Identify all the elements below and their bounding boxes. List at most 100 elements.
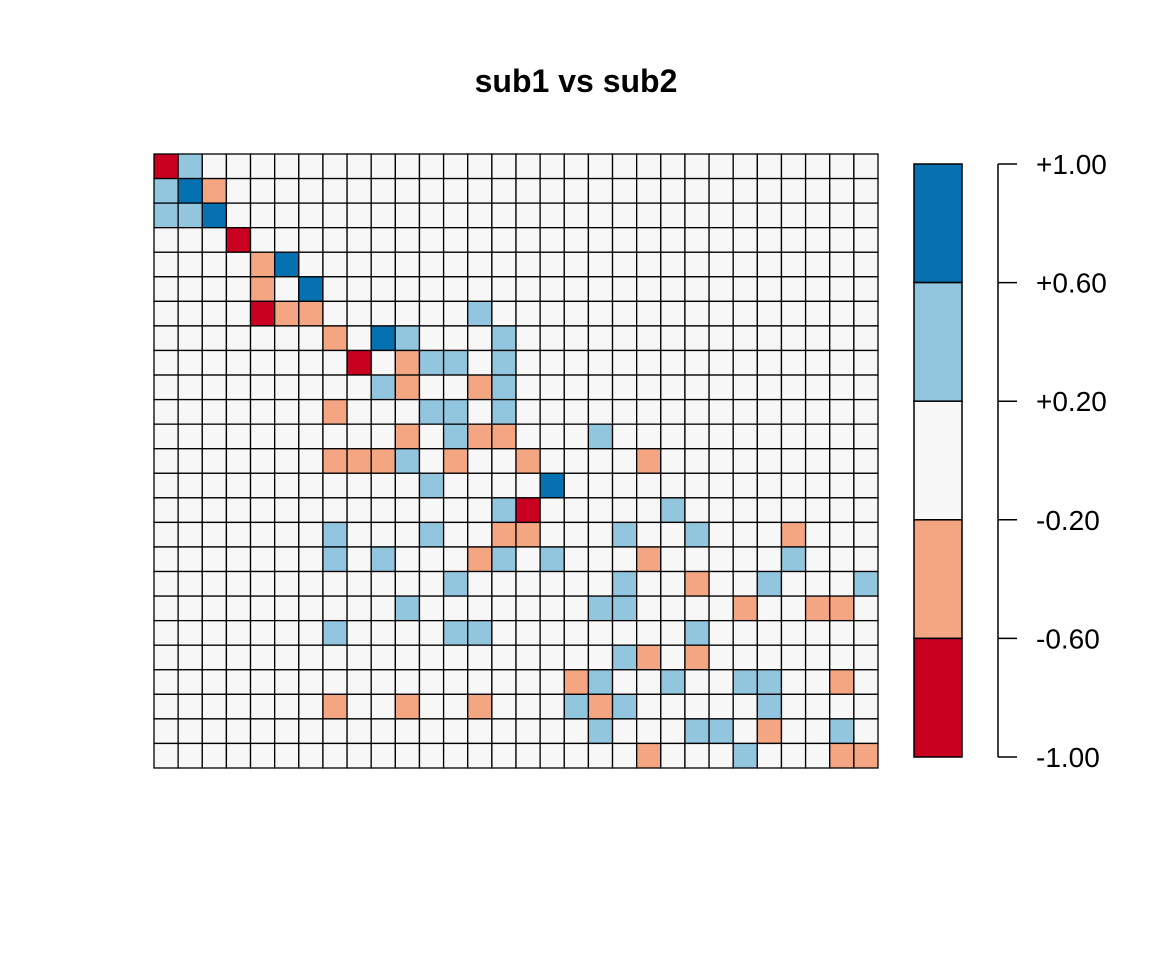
heatmap-cell [829, 718, 855, 745]
heatmap-cell [611, 374, 638, 401]
heatmap-cell [467, 227, 493, 253]
heatmap-cell [370, 300, 396, 327]
heatmap-cell [274, 546, 300, 573]
heatmap-cell [636, 349, 662, 376]
heatmap-cell [491, 374, 517, 401]
color-key-swatch [913, 519, 963, 640]
heatmap-cell [177, 423, 203, 450]
heatmap-cell [418, 644, 445, 671]
heatmap-cell [467, 472, 493, 499]
heatmap-cell [636, 153, 662, 180]
color-key-tick-label: +0.60 [1036, 268, 1107, 299]
heatmap-cell [177, 325, 203, 352]
heatmap-cell [611, 349, 638, 376]
heatmap-cell [539, 276, 565, 303]
heatmap-cell [563, 251, 590, 278]
heatmap-cell [684, 497, 710, 524]
heatmap-cell [756, 472, 783, 499]
heatmap-cell [780, 423, 807, 450]
heatmap-cell [732, 153, 758, 180]
heatmap-cell [249, 472, 276, 499]
heatmap-cell [587, 251, 614, 278]
heatmap-cell [853, 177, 879, 204]
heatmap-cell [708, 251, 734, 278]
heatmap-cell [804, 693, 831, 720]
heatmap-cell [853, 251, 879, 278]
heatmap-cell [346, 521, 372, 548]
heatmap-cell [563, 448, 590, 474]
heatmap-cell [467, 398, 493, 425]
heatmap-cell [442, 546, 469, 573]
heatmap-cell [177, 644, 203, 671]
heatmap-cell [298, 177, 324, 204]
heatmap-cell [274, 497, 300, 524]
heatmap-cell [346, 398, 372, 425]
heatmap-cell [587, 398, 614, 425]
heatmap-cell [346, 497, 372, 524]
heatmap-cell [515, 300, 541, 327]
heatmap-cell [322, 644, 348, 671]
heatmap-cell [298, 472, 324, 499]
heatmap-cell [370, 472, 396, 499]
heatmap-cell [587, 718, 614, 745]
heatmap-cell [539, 472, 565, 499]
heatmap-cell [225, 693, 252, 720]
heatmap-cell [587, 202, 614, 229]
heatmap-cell [177, 398, 203, 425]
heatmap-cell [684, 521, 710, 548]
heatmap-cell [780, 325, 807, 352]
heatmap-cell [515, 718, 541, 745]
heatmap-cell [708, 398, 734, 425]
heatmap-cell [249, 595, 276, 622]
heatmap-cell [804, 423, 831, 450]
heatmap-cell [418, 251, 445, 278]
heatmap-cell [780, 276, 807, 303]
heatmap-cell [829, 570, 855, 597]
heatmap-cell [394, 251, 421, 278]
heatmap-cell [225, 398, 252, 425]
heatmap-cell [732, 177, 758, 204]
heatmap-cell [660, 472, 686, 499]
heatmap-cell [298, 742, 324, 769]
heatmap-cell [370, 570, 396, 597]
heatmap-cell [442, 669, 469, 695]
heatmap-cell [587, 619, 614, 646]
heatmap-cell [346, 177, 372, 204]
heatmap-cell [515, 521, 541, 548]
heatmap-cell [660, 546, 686, 573]
heatmap-cell [684, 325, 710, 352]
heatmap-cell [780, 251, 807, 278]
heatmap-cell [201, 693, 228, 720]
heatmap-cell [684, 595, 710, 622]
heatmap-cell [418, 619, 445, 646]
heatmap-cell [611, 177, 638, 204]
heatmap-cell [370, 202, 396, 229]
heatmap-cell [563, 497, 590, 524]
heatmap-cell [829, 423, 855, 450]
heatmap-cell [756, 300, 783, 327]
heatmap-cell [370, 718, 396, 745]
heatmap-cell [684, 546, 710, 573]
heatmap-cell [636, 276, 662, 303]
heatmap-cell [201, 325, 228, 352]
heatmap-cell [708, 276, 734, 303]
heatmap-cell [177, 448, 203, 474]
heatmap-cell [249, 619, 276, 646]
heatmap-cell [853, 276, 879, 303]
heatmap-cell [298, 251, 324, 278]
heatmap-cell [153, 251, 179, 278]
heatmap-cell [660, 227, 686, 253]
heatmap-cell [611, 398, 638, 425]
heatmap-cell [853, 374, 879, 401]
color-key-swatch [913, 637, 963, 758]
heatmap-cell [732, 497, 758, 524]
heatmap-cell [346, 276, 372, 303]
heatmap-cell [153, 546, 179, 573]
heatmap-cell [636, 570, 662, 597]
heatmap-cell [394, 349, 421, 376]
heatmap-cell [225, 595, 252, 622]
heatmap-cell [539, 251, 565, 278]
heatmap-cell [780, 644, 807, 671]
heatmap-cell [177, 177, 203, 204]
heatmap-cell [201, 276, 228, 303]
